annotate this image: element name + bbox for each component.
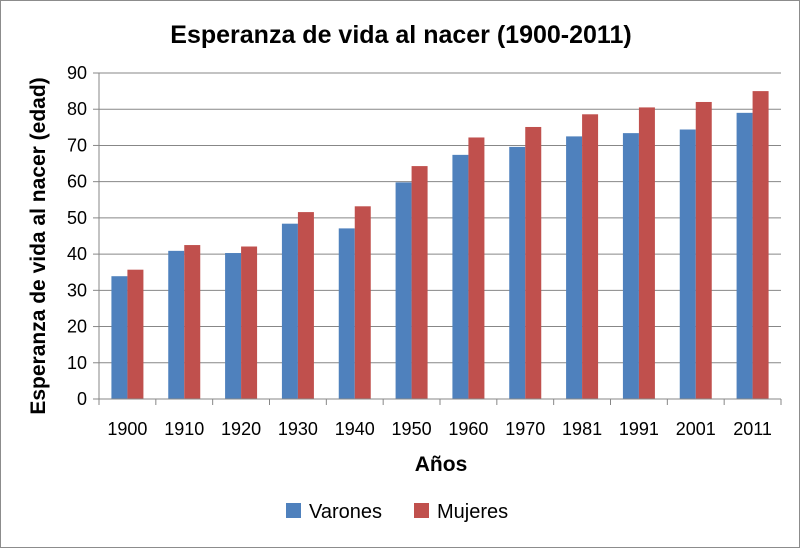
x-tick-label: 1940: [335, 419, 375, 439]
y-axis-ticks: 0 10 20 30 40 50 60 70 80 90: [67, 63, 99, 409]
y-tick-label: 80: [67, 99, 87, 119]
y-tick-label: 20: [67, 317, 87, 337]
y-tick-label: 60: [67, 172, 87, 192]
bar-mujeres-1930: [297, 212, 314, 399]
bar-mujeres-1950: [411, 166, 428, 399]
bar-varones-1920: [225, 253, 242, 399]
bar-varones-1940: [338, 228, 355, 399]
legend-swatch-mujeres: [414, 503, 429, 518]
x-tick-label: 1950: [392, 419, 432, 439]
x-tick-label: 1900: [107, 419, 147, 439]
x-tick-label: 1981: [562, 419, 602, 439]
bar-mujeres-1910: [184, 245, 201, 399]
legend-swatch-varones: [286, 503, 301, 518]
bar-varones-1970: [509, 146, 526, 399]
x-tick-label: 1920: [221, 419, 261, 439]
bar-varones-1960: [452, 154, 469, 399]
bar-mujeres-1970: [525, 126, 542, 400]
legend: Varones Mujeres: [286, 501, 508, 523]
bar-mujeres-2001: [695, 101, 712, 399]
x-tick-label: 2001: [676, 419, 716, 439]
bar-varones-1950: [395, 182, 412, 399]
x-tick-label: 2011: [733, 419, 772, 439]
chart-title: Esperanza de vida al nacer (1900-2011): [170, 21, 631, 49]
gridlines: [99, 72, 781, 364]
bar-mujeres-1940: [354, 206, 371, 399]
bar-mujeres-1981: [582, 114, 599, 399]
y-tick-label: 90: [67, 63, 87, 83]
axes: [98, 73, 781, 400]
bar-varones-1930: [281, 223, 298, 399]
x-tick-label: 1930: [278, 419, 318, 439]
bar-varones-1981: [566, 136, 583, 399]
legend-label-varones: Varones: [309, 501, 382, 523]
bars: [111, 91, 769, 400]
y-tick-label: 70: [67, 135, 87, 155]
x-tick-label: 1991: [619, 419, 659, 439]
y-tick-label: 10: [67, 353, 87, 373]
y-tick-label: 40: [67, 244, 87, 264]
x-tick-label: 1970: [505, 419, 545, 439]
x-axis-ticks: 1900 1910 1920 1930 1940 1950 1960 1970 1981 1991…: [98, 399, 782, 439]
y-tick-label: 0: [77, 389, 87, 409]
y-tick-label: 30: [67, 280, 87, 300]
bar-varones-2001: [679, 129, 696, 400]
bar-varones-1900: [111, 276, 128, 399]
x-tick-label: 1960: [448, 419, 488, 439]
bar-mujeres-1991: [638, 107, 655, 400]
bar-mujeres-1960: [468, 137, 485, 399]
y-axis-title: Esperanza de vida al nacer (edad): [27, 77, 50, 414]
bar-varones-2011: [736, 112, 753, 399]
x-axis-title: Años: [415, 453, 468, 476]
x-tick-label: 1910: [164, 419, 204, 439]
bar-mujeres-1920: [241, 246, 258, 399]
bar-mujeres-1900: [127, 269, 144, 399]
legend-label-mujeres: Mujeres: [437, 501, 508, 523]
bar-mujeres-2011: [752, 91, 769, 399]
y-tick-label: 50: [67, 208, 87, 228]
bar-varones-1991: [622, 133, 639, 399]
bar-varones-1910: [168, 250, 185, 399]
